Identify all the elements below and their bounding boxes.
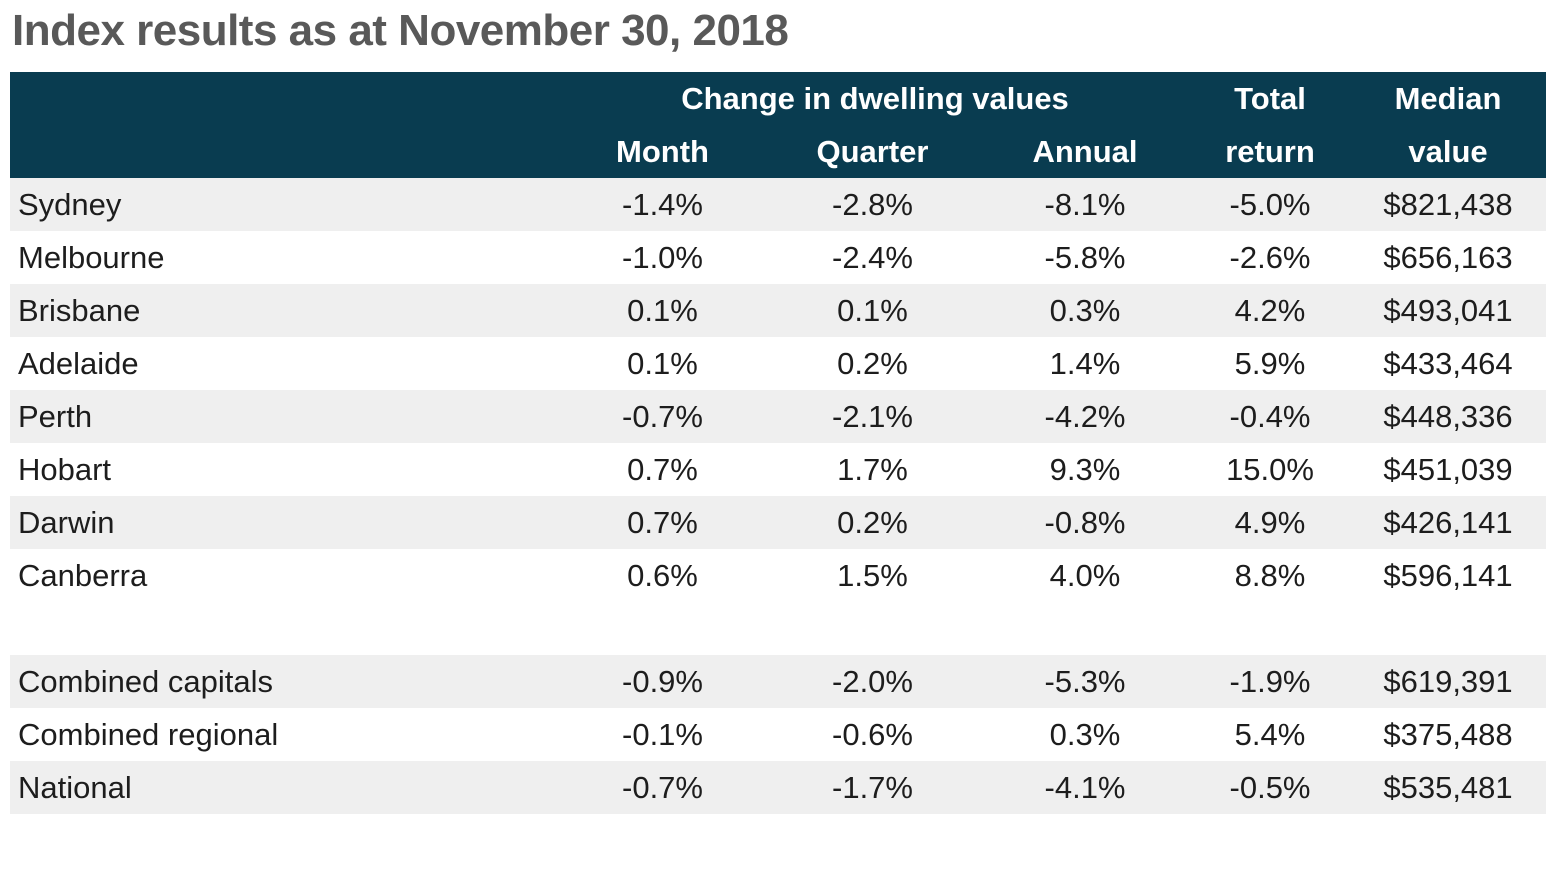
annual-value: 1.4% — [1049, 345, 1121, 381]
quarter-value: -2.8% — [832, 186, 913, 222]
header-column-quarter: Quarter — [765, 125, 980, 178]
header-median-line1: Median — [1350, 72, 1547, 125]
quarter-value: -2.0% — [832, 663, 913, 699]
total-return-value: 5.9% — [1234, 345, 1306, 381]
table-row-national: National -0.7% -1.7% -4.1% -0.5% $535,48… — [10, 761, 1547, 814]
region-label: Darwin — [18, 504, 115, 540]
month-value: -1.4% — [622, 186, 703, 222]
table-row-brisbane: Brisbane 0.1% 0.1% 0.3% 4.2% $493,041 — [10, 284, 1547, 337]
month-value: 0.7% — [627, 504, 698, 540]
month-value: -1.0% — [622, 239, 703, 275]
annual-value: 4.0% — [1049, 557, 1121, 593]
region-label: Sydney — [18, 186, 122, 222]
city-rows: Sydney -1.4% -2.8% -8.1% -5.0% $821,438 … — [10, 178, 1547, 602]
median-value: $821,438 — [1383, 186, 1513, 222]
spacer-section — [10, 602, 1547, 655]
summary-rows: Combined capitals -0.9% -2.0% -5.3% -1.9… — [10, 655, 1547, 814]
median-value: $619,391 — [1383, 663, 1513, 699]
spacer-row — [10, 602, 1547, 655]
total-return-value: -0.5% — [1229, 769, 1311, 805]
quarter-value: 0.2% — [837, 345, 908, 381]
header-total-line1: Total — [1190, 72, 1351, 125]
total-return-value: 5.4% — [1234, 716, 1306, 752]
median-value: $535,481 — [1383, 769, 1513, 805]
quarter-value: 0.2% — [837, 504, 908, 540]
table-row-darwin: Darwin 0.7% 0.2% -0.8% 4.9% $426,141 — [10, 496, 1547, 549]
annual-value: -5.3% — [1044, 663, 1126, 699]
median-value: $451,039 — [1383, 451, 1513, 487]
table-row-hobart: Hobart 0.7% 1.7% 9.3% 15.0% $451,039 — [10, 443, 1546, 496]
annual-value: 0.3% — [1049, 292, 1121, 328]
quarter-value: -2.1% — [832, 398, 913, 434]
median-value: $656,163 — [1383, 239, 1513, 275]
month-value: 0.1% — [627, 345, 698, 381]
region-label: Combined capitals — [18, 663, 274, 699]
month-value: -0.1% — [622, 716, 703, 752]
total-return-value: 8.8% — [1234, 557, 1306, 593]
header-column-annual: Annual — [980, 125, 1191, 178]
table-header: Change in dwelling values Total Median M… — [10, 72, 1547, 178]
header-row-group: Change in dwelling values Total Median — [10, 72, 1547, 178]
quarter-value: -1.7% — [832, 769, 913, 805]
region-label: Perth — [18, 398, 93, 434]
annual-value: 0.3% — [1049, 716, 1121, 752]
region-label: Brisbane — [18, 292, 141, 328]
report-page: Index results as at November 30, 2018 Ch… — [0, 6, 1560, 878]
header-cell-blank — [10, 72, 560, 178]
median-value: $448,336 — [1383, 398, 1513, 434]
month-value: -0.9% — [622, 663, 703, 699]
total-return-value: -2.6% — [1229, 239, 1311, 275]
annual-value: -4.2% — [1044, 398, 1126, 434]
region-label: Combined regional — [18, 716, 279, 752]
table-row-canberra: Canberra 0.6% 1.5% 4.0% 8.8% $596,141 — [10, 549, 1546, 602]
total-return-value: 4.2% — [1234, 292, 1306, 328]
annual-value: -8.1% — [1044, 186, 1126, 222]
annual-value: -5.8% — [1044, 239, 1126, 275]
table-row-adelaide: Adelaide 0.1% 0.2% 1.4% 5.9% $433,464 — [10, 337, 1546, 390]
table-row-combined-capitals: Combined capitals -0.9% -2.0% -5.3% -1.9… — [10, 655, 1547, 708]
median-value: $433,464 — [1383, 345, 1513, 381]
median-value: $426,141 — [1383, 504, 1513, 540]
total-return-value: -5.0% — [1229, 186, 1311, 222]
header-group-change-in-dwelling-values: Change in dwelling values — [560, 72, 1191, 125]
region-label: Adelaide — [18, 345, 139, 381]
annual-value: -4.1% — [1044, 769, 1126, 805]
header-column-median-value: value — [1350, 125, 1547, 178]
month-value: 0.1% — [627, 292, 698, 328]
quarter-value: -0.6% — [832, 716, 913, 752]
region-label: Hobart — [18, 451, 112, 487]
median-value: $596,141 — [1383, 557, 1513, 593]
month-value: 0.6% — [627, 557, 698, 593]
table-row-combined-regional: Combined regional -0.1% -0.6% 0.3% 5.4% … — [10, 708, 1546, 761]
header-column-total-return: return — [1190, 125, 1351, 178]
table-row-sydney: Sydney -1.4% -2.8% -8.1% -5.0% $821,438 — [10, 178, 1547, 231]
month-value: -0.7% — [622, 398, 703, 434]
quarter-value: 1.5% — [837, 557, 908, 593]
quarter-value: 1.7% — [837, 451, 908, 487]
annual-value: -0.8% — [1044, 504, 1126, 540]
total-return-value: 4.9% — [1234, 504, 1306, 540]
region-label: Melbourne — [18, 239, 165, 275]
total-return-value: -0.4% — [1229, 398, 1311, 434]
spacer-cell — [10, 602, 1547, 655]
quarter-value: -2.4% — [832, 239, 913, 275]
month-value: -0.7% — [622, 769, 703, 805]
median-value: $375,488 — [1383, 716, 1513, 752]
page-title: Index results as at November 30, 2018 — [12, 6, 789, 55]
table-row-melbourne: Melbourne -1.0% -2.4% -5.8% -2.6% $656,1… — [10, 231, 1546, 284]
month-value: 0.7% — [627, 451, 698, 487]
header-row-columns: Month Quarter Annual return value — [10, 125, 1547, 178]
median-value: $493,041 — [1383, 292, 1513, 328]
quarter-value: 0.1% — [837, 292, 908, 328]
total-return-value: -1.9% — [1229, 663, 1311, 699]
region-label: Canberra — [18, 557, 148, 593]
table-row-perth: Perth -0.7% -2.1% -4.2% -0.4% $448,336 — [10, 390, 1547, 443]
total-return-value: 15.0% — [1226, 451, 1314, 487]
header-column-month: Month — [560, 125, 765, 178]
index-results-table: Change in dwelling values Total Median M… — [10, 72, 1547, 814]
region-label: National — [18, 769, 132, 805]
annual-value: 9.3% — [1049, 451, 1121, 487]
